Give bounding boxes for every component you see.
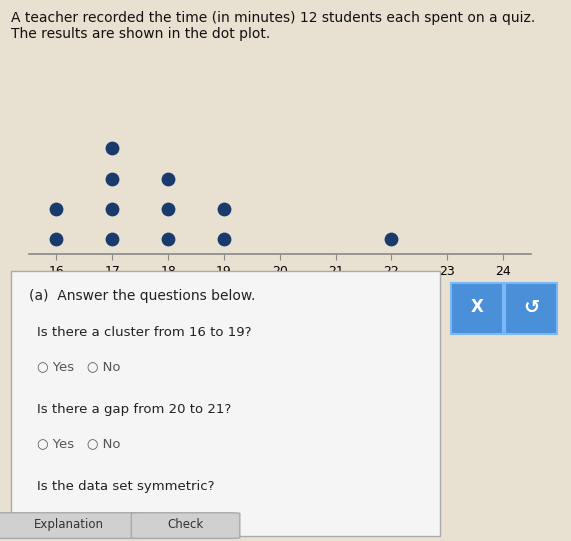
Point [108,204,117,213]
Text: A teacher recorded the time (in minutes) 12 students each spent on a quiz.
The r: A teacher recorded the time (in minutes)… [11,11,536,41]
X-axis label: Minutes spent on the quiz: Minutes spent on the quiz [199,283,361,296]
Point [163,174,172,183]
Text: Is there a gap from 20 to 21?: Is there a gap from 20 to 21? [37,403,231,416]
Text: Explanation: Explanation [34,518,103,531]
FancyBboxPatch shape [0,513,143,538]
Point [108,144,117,153]
Text: Is there a cluster from 16 to 19?: Is there a cluster from 16 to 19? [37,326,252,339]
Text: (a)  Answer the questions below.: (a) Answer the questions below. [29,289,255,303]
Point [163,204,172,213]
Text: ↺: ↺ [523,298,540,317]
Point [163,235,172,243]
Text: Is the data set symmetric?: Is the data set symmetric? [37,480,215,493]
FancyBboxPatch shape [131,513,240,538]
Point [387,235,396,243]
Text: Check: Check [167,518,204,531]
FancyBboxPatch shape [451,283,503,334]
FancyBboxPatch shape [505,283,557,334]
Point [52,235,61,243]
Text: ○ Yes   ○ No: ○ Yes ○ No [37,438,120,451]
Text: ○ Yes   ○ No: ○ Yes ○ No [37,361,120,374]
Point [108,235,117,243]
Text: X: X [471,298,484,316]
Text: ○ Yes   ○ No: ○ Yes ○ No [37,514,120,527]
Point [108,174,117,183]
Point [219,235,228,243]
FancyBboxPatch shape [11,270,440,536]
Point [52,204,61,213]
Point [219,204,228,213]
